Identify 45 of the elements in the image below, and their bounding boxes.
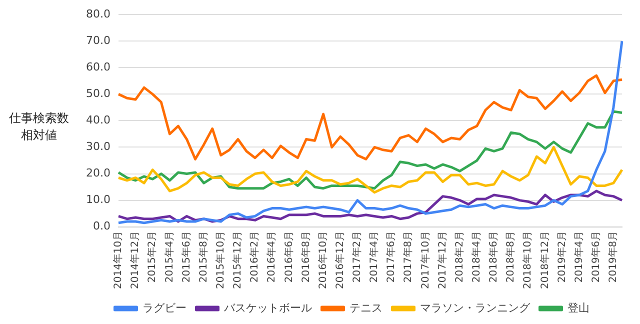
x-tick-label: 2017年8月 xyxy=(402,230,414,283)
x-tick-label: 2018年12月 xyxy=(538,230,551,290)
x-tick-label: 2015年8月 xyxy=(197,230,210,283)
x-tick-label: 2015年4月 xyxy=(163,230,176,283)
y-tick-label: 10.0 xyxy=(86,193,110,206)
x-tick-label: 2019年6月 xyxy=(590,230,602,283)
x-tick-label: 2018年10月 xyxy=(522,230,534,290)
x-tick-label: 2018年6月 xyxy=(488,230,500,283)
x-tick-label: 2017年4月 xyxy=(368,230,380,283)
y-tick-label: 50.0 xyxy=(86,87,110,100)
x-tick-label: 2016年12月 xyxy=(334,230,346,290)
x-tick-label: 2016年8月 xyxy=(300,230,312,283)
y-tick-label: 60.0 xyxy=(86,60,110,74)
legend-label: 登山 xyxy=(567,301,590,314)
legend-label: マラソン・ランニング xyxy=(420,301,531,314)
x-tick-label: 2017年2月 xyxy=(351,230,364,283)
x-tick-label: 2015年2月 xyxy=(146,230,158,283)
x-tick-label: 2015年12月 xyxy=(232,230,244,290)
x-tick-label: 2014年10月 xyxy=(112,230,124,290)
x-tick-label: 2019年8月 xyxy=(607,230,620,283)
x-tick-label: 2015年6月 xyxy=(180,230,192,283)
x-tick-label: 2018年4月 xyxy=(470,230,483,283)
legend-label: テニス xyxy=(349,301,382,314)
x-tick-label: 2019年2月 xyxy=(556,230,568,283)
y-tick-label: 0.0 xyxy=(92,220,110,233)
x-tick-label: 2016年2月 xyxy=(248,230,261,283)
x-tick-label: 2016年6月 xyxy=(282,230,295,283)
y-tick-label: 20.0 xyxy=(86,166,110,180)
x-tick-label: 2017年10月 xyxy=(419,230,432,290)
legend-label: ラグビー xyxy=(142,301,186,314)
y-tick-label: 30.0 xyxy=(86,140,110,154)
y-tick-label: 70.0 xyxy=(86,34,110,47)
x-tick-label: 2014年12月 xyxy=(129,230,142,290)
x-tick-label: 2017年12月 xyxy=(436,230,448,290)
x-tick-label: 2015年10月 xyxy=(214,230,226,290)
x-tick-label: 2016年10月 xyxy=(316,230,329,290)
x-tick-label: 2018年8月 xyxy=(504,230,517,283)
y-axis-title: 仕事検索数相対値 xyxy=(9,110,69,144)
x-tick-label: 2018年2月 xyxy=(453,230,466,283)
x-tick-label: 2019年4月 xyxy=(572,230,585,283)
x-tick-label: 2016年4月 xyxy=(266,230,278,283)
x-tick-label: 2017年6月 xyxy=(385,230,398,283)
y-tick-label: 40.0 xyxy=(86,114,110,127)
legend-label: バスケットボール xyxy=(222,301,312,314)
y-tick-label: 80.0 xyxy=(86,7,110,20)
